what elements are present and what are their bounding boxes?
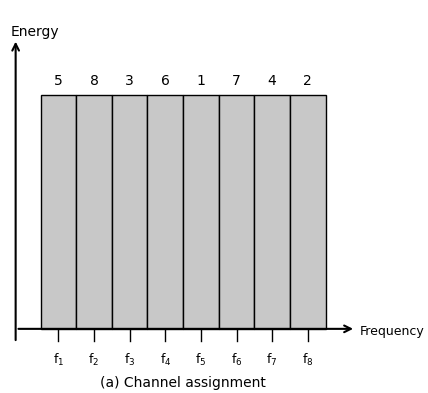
Text: 4: 4 xyxy=(268,74,276,88)
Text: 5: 5 xyxy=(54,74,63,88)
Text: (a) Channel assignment: (a) Channel assignment xyxy=(100,376,266,389)
Text: f$_4$: f$_4$ xyxy=(160,352,171,368)
Bar xyxy=(254,95,290,329)
Text: 6: 6 xyxy=(161,74,170,88)
Text: 8: 8 xyxy=(89,74,98,88)
Bar xyxy=(219,95,254,329)
Bar xyxy=(76,95,112,329)
Text: Energy: Energy xyxy=(10,25,59,39)
Text: f$_8$: f$_8$ xyxy=(302,352,314,368)
Text: f$_5$: f$_5$ xyxy=(195,352,207,368)
Text: f$_6$: f$_6$ xyxy=(231,352,242,368)
Text: 7: 7 xyxy=(232,74,241,88)
Text: f$_2$: f$_2$ xyxy=(89,352,100,368)
Text: Frequency: Frequency xyxy=(360,325,424,338)
Bar xyxy=(112,95,148,329)
Text: f$_7$: f$_7$ xyxy=(267,352,278,368)
Bar xyxy=(41,95,76,329)
Text: 1: 1 xyxy=(196,74,205,88)
Text: f$_1$: f$_1$ xyxy=(53,352,64,368)
Bar xyxy=(183,95,219,329)
Text: f$_3$: f$_3$ xyxy=(124,352,135,368)
Bar xyxy=(290,95,326,329)
Text: 2: 2 xyxy=(303,74,312,88)
Bar xyxy=(148,95,183,329)
Text: 3: 3 xyxy=(125,74,134,88)
